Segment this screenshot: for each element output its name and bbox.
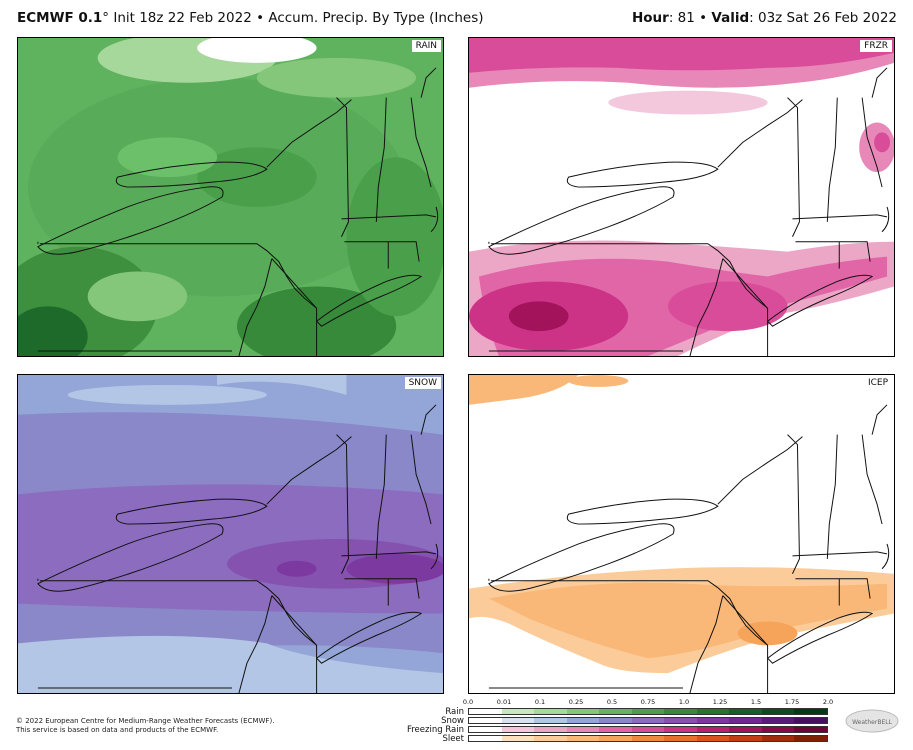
init-time: Init 18z 22 Feb 2022 bbox=[109, 10, 252, 26]
legend-swatch bbox=[631, 709, 665, 714]
panel-label-snow: SNOW bbox=[404, 377, 441, 389]
legend-swatch bbox=[469, 736, 502, 741]
panel-label-frzr: FRZR bbox=[860, 40, 892, 52]
legend-swatch bbox=[761, 718, 795, 723]
legend-swatch bbox=[631, 718, 665, 723]
panel-label-icep: ICEP bbox=[863, 377, 892, 389]
legend-tick: 0.01 bbox=[496, 698, 512, 706]
copyright-line-2: This service is based on data and produc… bbox=[16, 726, 219, 734]
legend-swatch bbox=[599, 718, 632, 723]
panel-snow: SNOW bbox=[17, 374, 444, 694]
legend-row-label: Freezing Rain bbox=[406, 725, 464, 735]
legend-tick: 0.1 bbox=[534, 698, 546, 706]
legend-swatch bbox=[729, 709, 762, 714]
header: ECMWF 0.1° Init 18z 22 Feb 2022 • Accum.… bbox=[0, 0, 913, 34]
snow-map bbox=[18, 375, 443, 693]
legend-swatch bbox=[566, 727, 600, 732]
header-valid: Hour: 81 • Valid: 03z Sat 26 Feb 2022 bbox=[632, 10, 897, 26]
legend-swatch bbox=[501, 709, 535, 714]
legend-swatch bbox=[534, 709, 567, 714]
copyright-line-1: © 2022 European Centre for Medium-Range … bbox=[16, 717, 275, 725]
valid-label: Valid bbox=[711, 10, 750, 26]
legend-tick: 1.0 bbox=[678, 698, 690, 706]
legend-swatch bbox=[534, 727, 567, 732]
legend-swatch bbox=[534, 718, 567, 723]
legend-row-label: Sleet bbox=[442, 734, 464, 744]
legend-swatch bbox=[794, 736, 828, 741]
legend-swatch bbox=[729, 727, 762, 732]
legend-swatch bbox=[501, 727, 535, 732]
legend-swatch bbox=[534, 736, 567, 741]
panel-frzr: FRZR bbox=[468, 37, 895, 357]
header-title: ECMWF 0.1° Init 18z 22 Feb 2022 • Accum.… bbox=[17, 10, 484, 26]
legend-swatch bbox=[761, 709, 795, 714]
product-name: Accum. Precip. By Type (Inches) bbox=[268, 10, 484, 26]
legend-swatch bbox=[794, 709, 828, 714]
legend-swatch bbox=[761, 727, 795, 732]
logo-text: WeatherBELL bbox=[852, 719, 893, 726]
legend-swatch bbox=[599, 736, 632, 741]
legend-swatch bbox=[761, 736, 795, 741]
copyright: © 2022 European Centre for Medium-Range … bbox=[16, 717, 356, 735]
legend-swatch bbox=[469, 709, 502, 714]
rain-map bbox=[18, 38, 443, 356]
icep-map bbox=[469, 375, 894, 693]
legend-swatch bbox=[696, 727, 730, 732]
legend-swatch bbox=[696, 709, 730, 714]
legend-color-bar bbox=[468, 717, 828, 724]
legend-swatch bbox=[729, 718, 762, 723]
legend-swatch bbox=[469, 727, 502, 732]
legend-swatch bbox=[501, 718, 535, 723]
legend-swatch bbox=[696, 718, 730, 723]
legend-tick: 0.75 bbox=[640, 698, 656, 706]
legend-row-label: Rain bbox=[445, 707, 464, 717]
legend-swatch bbox=[566, 709, 600, 714]
panel-label-rain: RAIN bbox=[411, 40, 441, 52]
weatherbell-logo: WeatherBELL bbox=[842, 705, 902, 737]
legend-color-bar bbox=[468, 726, 828, 733]
legend-swatch bbox=[631, 736, 665, 741]
legend-tick: 0.0 bbox=[462, 698, 474, 706]
bullet-2: • bbox=[694, 10, 712, 26]
legend-swatch bbox=[664, 718, 697, 723]
legend-swatch bbox=[631, 727, 665, 732]
legend-swatch bbox=[664, 709, 697, 714]
bullet: • bbox=[251, 10, 269, 26]
legend-swatch bbox=[599, 727, 632, 732]
model-name: ECMWF 0.1 bbox=[17, 10, 103, 26]
legend-tick: 0.5 bbox=[606, 698, 618, 706]
legend-swatch bbox=[794, 718, 828, 723]
legend-swatch bbox=[469, 718, 502, 723]
frzr-map bbox=[469, 38, 894, 356]
legend-tick: 2.0 bbox=[822, 698, 834, 706]
hour-value: : 81 bbox=[668, 10, 695, 26]
legend-tick: 1.75 bbox=[784, 698, 800, 706]
legend-tick: 1.5 bbox=[750, 698, 762, 706]
legend-swatch bbox=[664, 727, 697, 732]
legend-swatch bbox=[566, 718, 600, 723]
legend-color-bar bbox=[468, 708, 828, 715]
hour-label: Hour bbox=[631, 10, 669, 26]
legend-swatch bbox=[696, 736, 730, 741]
legend-swatch bbox=[566, 736, 600, 741]
legend-swatch bbox=[664, 736, 697, 741]
legend-ticks: 0.0 0.01 0.1 0.25 0.5 0.75 1.0 1.25 1.5 1.75 2.0 bbox=[463, 698, 833, 708]
legend: 0.0 0.01 0.1 0.25 0.5 0.75 1.0 1.25 1.5 1.75 2.0 R… bbox=[380, 698, 840, 748]
panel-icep: ICEP bbox=[468, 374, 895, 694]
legend-swatch bbox=[794, 727, 828, 732]
legend-tick: 0.25 bbox=[568, 698, 584, 706]
legend-color-bar bbox=[468, 735, 828, 742]
panel-rain: RAIN bbox=[17, 37, 444, 357]
legend-swatch bbox=[599, 709, 632, 714]
degree-symbol: ° bbox=[102, 10, 110, 26]
valid-value: : 03z Sat 26 Feb 2022 bbox=[749, 10, 897, 26]
legend-row-label: Snow bbox=[441, 716, 464, 726]
legend-swatch bbox=[729, 736, 762, 741]
legend-swatch bbox=[501, 736, 535, 741]
legend-tick: 1.25 bbox=[712, 698, 728, 706]
